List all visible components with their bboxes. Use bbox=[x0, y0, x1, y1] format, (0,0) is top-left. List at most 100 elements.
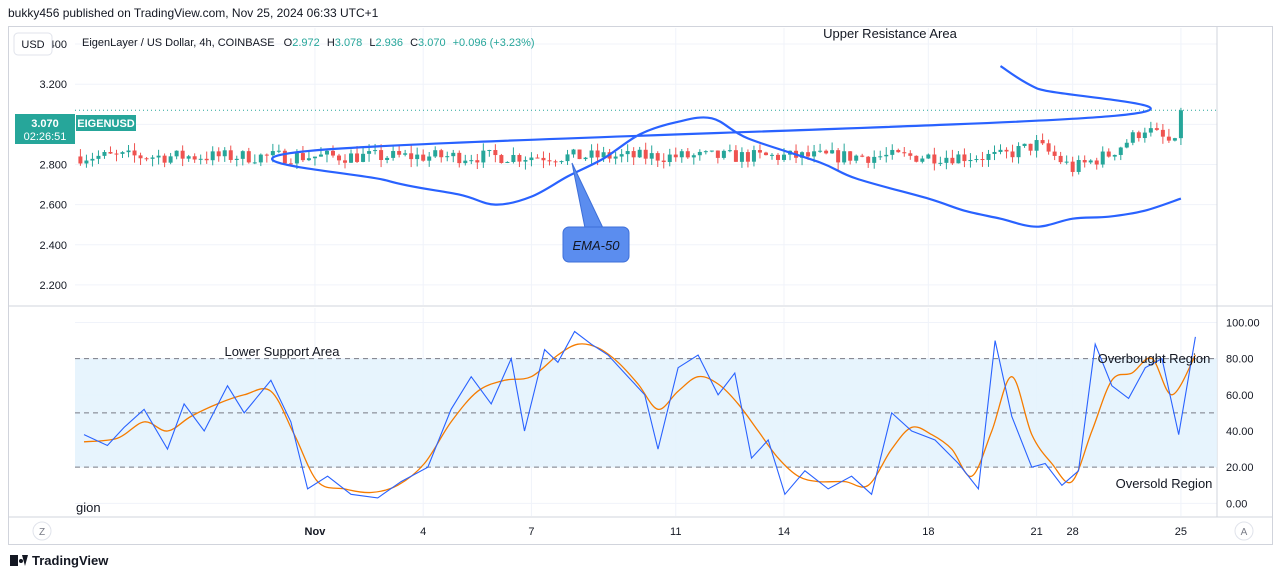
ohlc-high: 3.078 bbox=[335, 37, 363, 49]
candle-body bbox=[926, 154, 931, 159]
candle-body bbox=[535, 157, 540, 159]
candle-body bbox=[673, 154, 678, 158]
candle-body bbox=[914, 155, 919, 162]
candle-body bbox=[631, 151, 636, 158]
candle-body bbox=[367, 151, 372, 154]
candle-body bbox=[421, 154, 426, 161]
candle-body bbox=[361, 153, 366, 162]
candle-body bbox=[1052, 151, 1057, 156]
candle-body bbox=[709, 150, 714, 152]
candle-body bbox=[715, 150, 720, 158]
candle-body bbox=[769, 154, 774, 156]
stoch-axis-labels: 100.00 80.00 60.00 40.00 20.00 0.00 bbox=[1226, 317, 1260, 510]
candle-body bbox=[511, 154, 516, 162]
candle-body bbox=[992, 151, 997, 154]
candle-body bbox=[902, 152, 907, 154]
candle-body bbox=[727, 150, 732, 152]
price-tick-label: 2.200 bbox=[39, 280, 67, 292]
candle-body bbox=[439, 150, 444, 158]
ema-callout-pointer bbox=[571, 162, 604, 229]
candle-body bbox=[878, 156, 883, 158]
candle-body bbox=[523, 160, 528, 162]
candle-body bbox=[553, 161, 558, 163]
time-tick-label: Nov bbox=[305, 526, 327, 538]
candle-body bbox=[1130, 132, 1135, 143]
candle-body bbox=[337, 155, 342, 161]
stoch-d-line bbox=[83, 343, 1196, 494]
ohlc-low: 2.936 bbox=[375, 37, 403, 49]
candle-body bbox=[974, 159, 979, 161]
candle-body bbox=[571, 149, 576, 155]
candle-body bbox=[300, 153, 305, 161]
candle-body bbox=[222, 150, 227, 157]
candle-body bbox=[830, 150, 835, 154]
candle-body bbox=[1160, 129, 1165, 137]
candle-body bbox=[355, 153, 360, 162]
ohlc-open: 2.972 bbox=[292, 37, 320, 49]
candle-body bbox=[433, 150, 438, 157]
candle-body bbox=[282, 150, 287, 164]
symbol-name: EigenLayer / US Dollar, 4h, COINBASE bbox=[82, 37, 275, 49]
candle-body bbox=[890, 149, 895, 155]
candle-body bbox=[836, 150, 841, 163]
candle-body bbox=[667, 154, 672, 163]
candle-body bbox=[385, 157, 390, 161]
candle-body bbox=[1112, 154, 1117, 157]
candle-body bbox=[493, 150, 498, 156]
candle-body bbox=[312, 156, 317, 159]
candle-body bbox=[168, 156, 173, 163]
candle-body bbox=[884, 154, 889, 157]
candle-body bbox=[90, 158, 95, 161]
candle-body bbox=[541, 157, 546, 161]
candle-body bbox=[192, 156, 197, 160]
candle-body bbox=[156, 155, 161, 158]
currency-button[interactable]: USD bbox=[13, 32, 53, 56]
candle-body bbox=[1106, 151, 1111, 157]
stoch-tick-label: 60.00 bbox=[1226, 390, 1254, 402]
candle-body bbox=[956, 154, 961, 164]
candle-body bbox=[1082, 160, 1087, 163]
candle-body bbox=[120, 152, 125, 154]
candle-body bbox=[637, 149, 642, 158]
candle-body bbox=[174, 150, 179, 157]
stoch-tick-label: 40.00 bbox=[1226, 426, 1254, 438]
price-tag-value: 3.070 bbox=[31, 118, 59, 130]
candle-body bbox=[812, 151, 817, 157]
candle-body bbox=[649, 153, 654, 159]
candle-body bbox=[397, 151, 402, 155]
candle-body bbox=[800, 152, 805, 158]
candle-body bbox=[1040, 140, 1045, 144]
time-tick-label: 7 bbox=[528, 526, 534, 538]
auto-scale-button[interactable]: A bbox=[1234, 521, 1254, 541]
candle-body bbox=[559, 161, 564, 163]
footer-brand: TradingView bbox=[10, 553, 108, 568]
candle-body bbox=[1142, 132, 1147, 139]
time-tick-label: 14 bbox=[778, 526, 790, 538]
currency-label: USD bbox=[21, 39, 44, 51]
candle-body bbox=[625, 151, 630, 155]
candle-body bbox=[679, 151, 684, 158]
published-caption: bukky456 published on TradingView.com, N… bbox=[8, 6, 379, 20]
candle-body bbox=[1016, 146, 1021, 158]
candle-body bbox=[114, 153, 119, 155]
candle-body bbox=[445, 156, 450, 158]
candle-body bbox=[1004, 149, 1009, 152]
candle-body bbox=[379, 150, 384, 161]
candle-body bbox=[697, 151, 702, 156]
candle-body bbox=[96, 155, 101, 159]
candle-body bbox=[782, 154, 787, 160]
time-tick-label: 11 bbox=[670, 526, 681, 538]
ema-callout[interactable]: EMA-50 bbox=[562, 162, 630, 263]
candle-body bbox=[938, 162, 943, 164]
candle-body bbox=[920, 158, 925, 162]
ohlc-close: 3.070 bbox=[418, 37, 446, 49]
time-tick-label: 28 bbox=[1067, 526, 1079, 538]
price-tag-countdown: 02:26:51 bbox=[24, 131, 67, 143]
candle-body bbox=[324, 150, 329, 155]
candle-body bbox=[565, 154, 570, 162]
auto-scale-button-label: A bbox=[1241, 527, 1248, 538]
time-tick-label: 25 bbox=[1175, 526, 1187, 538]
zoom-button[interactable]: Z bbox=[32, 521, 52, 541]
candle-body bbox=[216, 151, 221, 157]
